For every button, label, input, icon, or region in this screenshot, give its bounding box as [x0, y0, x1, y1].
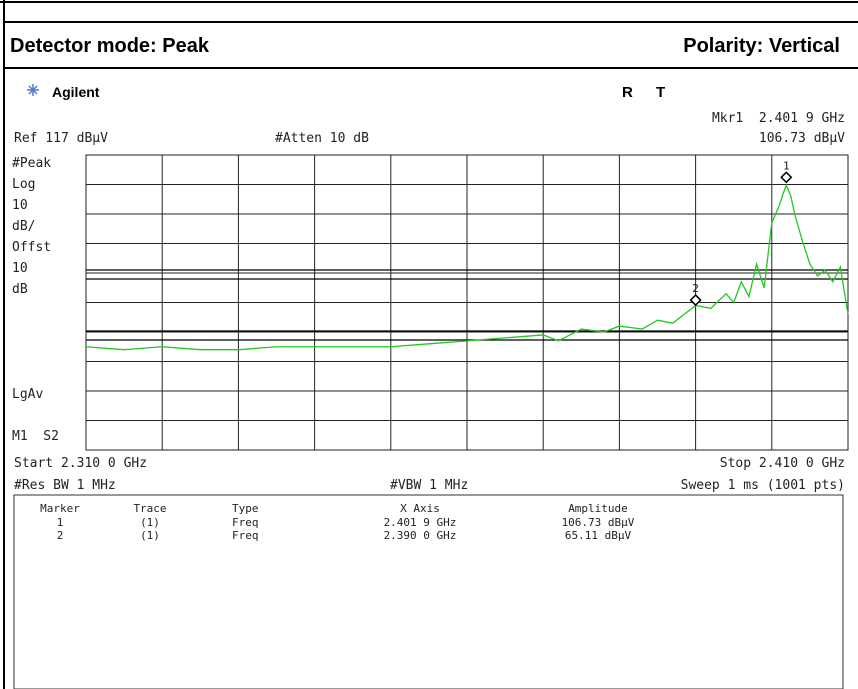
graticule [85, 154, 849, 451]
r-flag: R [622, 84, 633, 101]
sweep: Sweep 1 ms (1001 pts) [681, 478, 845, 493]
polarity: Polarity: Vertical [683, 35, 840, 57]
display-lines [86, 269, 848, 341]
left-label: 10 [12, 261, 28, 276]
left-label: 10 [12, 198, 28, 213]
left-label: dB/ [12, 219, 35, 234]
rbw: #Res BW 1 MHz [14, 478, 116, 493]
t-flag: T [656, 84, 665, 101]
table-cell: 106.73 dBµV [562, 516, 635, 529]
table-cell: 2 [57, 529, 64, 542]
marker-label: 1 [783, 159, 790, 172]
attenuation: #Atten 10 dB [275, 131, 369, 146]
table-cell: 2.401 9 GHz [384, 516, 457, 529]
table-cell: Freq [232, 529, 259, 542]
table-cell: 1 [57, 516, 64, 529]
table-cell: Freq [232, 516, 259, 529]
stop-freq: Stop 2.410 0 GHz [720, 456, 845, 471]
left-label: Log [12, 177, 35, 192]
trace [85, 183, 849, 351]
table-header: Marker [40, 502, 80, 515]
star-icon [27, 84, 39, 96]
table-cell: 65.11 dBµV [565, 529, 632, 542]
marker-table-box [13, 494, 844, 689]
table-header: Trace [133, 502, 166, 515]
detector-mode: Detector mode: Peak [10, 35, 210, 57]
table-header: X Axis [400, 502, 440, 515]
vbw: #VBW 1 MHz [390, 478, 468, 493]
marker-amplitude: 106.73 dBµV [759, 131, 845, 146]
marker-label: 2 [692, 282, 699, 295]
marker-diamond [780, 171, 793, 184]
marker-diamond [689, 294, 702, 307]
table-header: Amplitude [568, 502, 628, 515]
m1s2-label: M1 S2 [12, 429, 59, 444]
table-cell: (1) [140, 516, 160, 529]
left-label: dB [12, 282, 28, 297]
lgav-label: LgAv [12, 387, 43, 402]
table-cell: 2.390 0 GHz [384, 529, 457, 542]
table-cell: (1) [140, 529, 160, 542]
ref-level: Ref 117 dBµV [14, 131, 108, 146]
marker-readout: Mkr1 2.401 9 GHz [712, 111, 845, 126]
brand: Agilent [52, 84, 100, 100]
left-label: #Peak [12, 156, 51, 171]
start-freq: Start 2.310 0 GHz [14, 456, 147, 471]
table-header: Type [232, 502, 259, 515]
left-label: Offst [12, 240, 51, 255]
